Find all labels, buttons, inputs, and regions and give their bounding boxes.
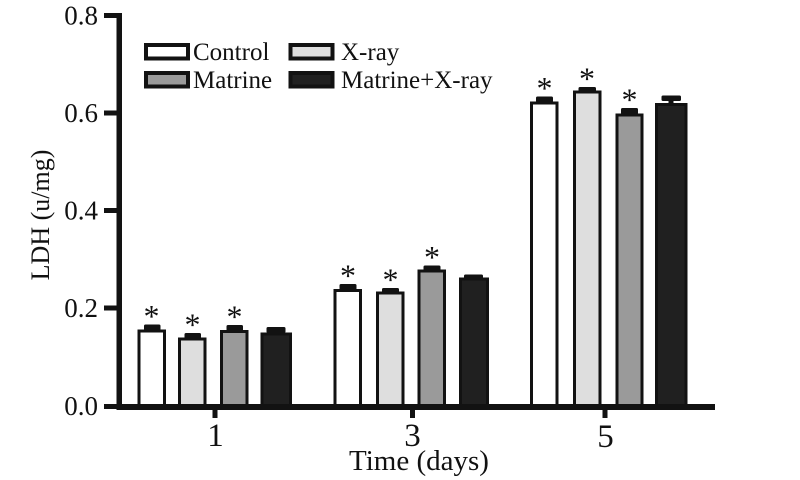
svg-text:*: * <box>424 239 440 275</box>
svg-text:0.4: 0.4 <box>64 196 98 226</box>
svg-text:*: * <box>144 298 160 334</box>
svg-text:*: * <box>383 262 399 298</box>
svg-text:Matrine: Matrine <box>193 67 272 94</box>
svg-text:X-ray: X-ray <box>341 39 400 66</box>
svg-text:LDH (u/mg): LDH (u/mg) <box>26 150 55 281</box>
svg-text:Time (days): Time (days) <box>349 445 489 477</box>
svg-text:3: 3 <box>404 418 421 454</box>
svg-text:*: * <box>340 258 356 294</box>
svg-text:*: * <box>185 307 201 343</box>
svg-text:*: * <box>622 82 638 118</box>
svg-text:0.6: 0.6 <box>64 98 98 128</box>
svg-text:*: * <box>227 299 243 335</box>
svg-text:0.0: 0.0 <box>64 391 98 421</box>
svg-text:1: 1 <box>207 418 224 454</box>
svg-text:0.2: 0.2 <box>64 293 98 323</box>
svg-text:*: * <box>537 70 553 106</box>
svg-text:0.8: 0.8 <box>64 1 98 31</box>
svg-text:*: * <box>579 61 595 97</box>
svg-text:5: 5 <box>597 419 614 455</box>
svg-text:Control: Control <box>193 39 269 66</box>
svg-text:Matrine+X-ray: Matrine+X-ray <box>341 67 493 94</box>
